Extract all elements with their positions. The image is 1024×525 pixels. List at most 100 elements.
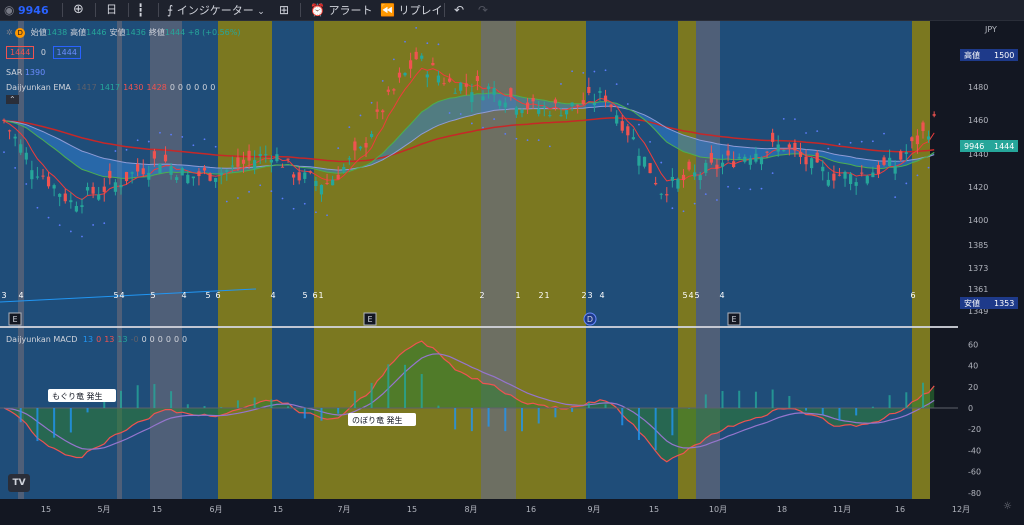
sar-dot	[816, 130, 818, 132]
macd-histogram-bar	[20, 408, 22, 422]
sar-dot	[727, 186, 729, 188]
candle-body	[721, 163, 724, 167]
candle-body	[8, 130, 11, 131]
candle-body	[192, 176, 195, 178]
buy-button[interactable]: 1444	[53, 46, 81, 59]
candle-body	[799, 152, 802, 157]
candle-body	[348, 158, 351, 159]
candle-body	[587, 87, 590, 93]
sar-dot	[716, 199, 718, 201]
candle-body	[548, 115, 551, 116]
macd-value: 0	[166, 335, 171, 344]
candle-body	[131, 172, 134, 173]
candle-body	[710, 153, 713, 163]
candle-body	[894, 166, 897, 174]
sar-dot	[683, 210, 685, 212]
macd-histogram-bar	[53, 408, 55, 438]
count-marker: 4	[270, 291, 275, 300]
candle-style-icon[interactable]: ┇	[137, 2, 144, 18]
macd-histogram-bar	[304, 408, 306, 418]
macd-histogram-bar	[638, 408, 640, 440]
sar-dot	[671, 207, 673, 209]
sar-dot	[761, 188, 763, 190]
low-value: 1353	[994, 299, 1014, 308]
interval-button[interactable]: 日	[106, 2, 117, 18]
candle-body	[208, 173, 211, 181]
candle-body	[164, 155, 167, 162]
macd-histogram-bar	[337, 408, 339, 414]
candle-body	[465, 83, 468, 86]
sar-dot	[137, 139, 139, 141]
candle-body	[765, 152, 768, 153]
time-axis-label: 15	[407, 505, 417, 514]
collapse-legend-icon[interactable]: ⌃	[6, 95, 19, 104]
candle-body	[454, 93, 457, 94]
macd-histogram-bar	[254, 398, 256, 408]
sar-dot	[48, 217, 50, 219]
candle-body	[470, 92, 473, 102]
candle-body	[153, 151, 156, 158]
symbol-search[interactable]: ◉ 9946	[4, 2, 49, 18]
sar-dot	[482, 127, 484, 129]
macd-histogram-bar	[421, 374, 423, 408]
candle-body	[53, 185, 56, 188]
count-marker: 5	[682, 291, 687, 300]
candle-body	[905, 152, 908, 154]
candle-body	[660, 194, 663, 195]
sar-dot	[226, 201, 228, 203]
price-tick-label: 1385	[968, 241, 988, 250]
high-value: 1500	[994, 51, 1014, 60]
candle-body	[671, 177, 674, 181]
candle-body	[916, 136, 919, 145]
macd-histogram-bar	[872, 407, 874, 408]
candle-body	[142, 168, 145, 174]
sar-dot	[705, 193, 707, 195]
alert-button[interactable]: ⏰ アラート	[310, 2, 372, 18]
candle-body	[342, 167, 345, 171]
candle-body	[309, 171, 312, 172]
ema-value: 0	[170, 83, 175, 92]
candle-body	[771, 133, 774, 142]
sar-legend: SAR 1390	[6, 68, 45, 77]
macd-value: 13	[117, 335, 127, 344]
sar-dot	[738, 188, 740, 190]
sar-dot	[638, 124, 640, 126]
sar-dot	[270, 190, 272, 192]
candle-body	[921, 122, 924, 131]
candle-body	[392, 89, 395, 90]
candle-body	[888, 158, 891, 166]
compare-add-icon[interactable]: ⊕	[73, 2, 84, 18]
candle-body	[197, 171, 200, 176]
tradingview-logo: TV	[8, 474, 30, 492]
sar-dot	[694, 203, 696, 205]
candle-body	[281, 167, 284, 168]
indicators-button[interactable]: ⨍ インジケーター ⌄	[167, 2, 265, 18]
candle-body	[749, 158, 752, 165]
count-marker: 4	[18, 291, 23, 300]
macd-histogram-bar	[437, 406, 439, 408]
settings-icon[interactable]: ✲	[6, 28, 13, 37]
time-axis-settings-icon[interactable]: ☼	[1003, 501, 1012, 512]
sar-dot	[337, 147, 339, 149]
candle-body	[119, 185, 122, 187]
sar-dot	[917, 174, 919, 176]
candle-body	[927, 136, 930, 139]
macd-histogram-bar	[554, 408, 556, 417]
time-axis-label: 12月	[952, 505, 970, 514]
sar-dot	[605, 69, 607, 71]
macd-histogram-bar	[371, 383, 373, 408]
undo-icon[interactable]: ↶	[454, 2, 464, 18]
candle-body	[2, 120, 5, 121]
count-marker: 5	[302, 291, 307, 300]
redo-icon[interactable]: ↷	[478, 2, 488, 18]
candle-body	[420, 56, 423, 59]
sell-button[interactable]: 1444	[6, 46, 34, 59]
layout-grid-icon[interactable]: ⊞	[279, 2, 289, 18]
candle-body	[682, 175, 685, 180]
sar-dot	[371, 102, 373, 104]
replay-button[interactable]: ⏪ リプレイ	[380, 2, 442, 18]
time-axis-label: 18	[777, 505, 787, 514]
